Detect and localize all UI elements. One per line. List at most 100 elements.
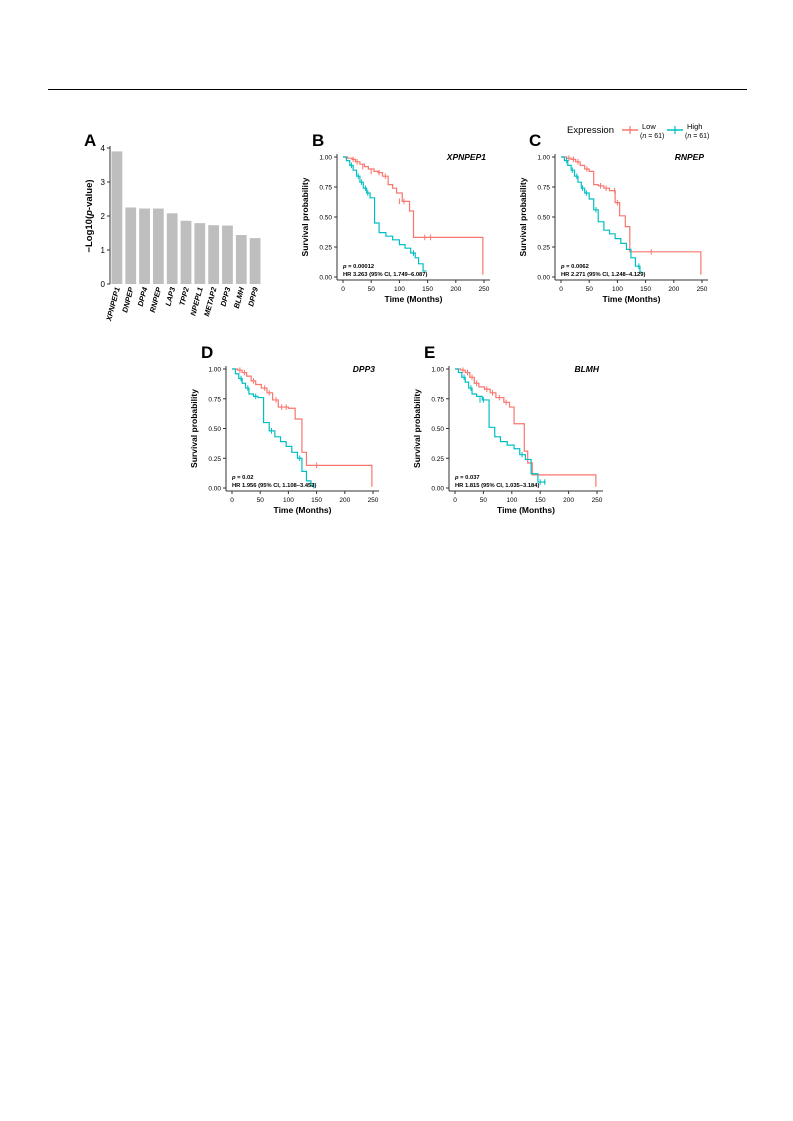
panel-d-x-tick-label: 0 <box>230 497 234 504</box>
panel-b-x-tick-label: 200 <box>450 286 461 293</box>
panel-a-y-tick-label: 3 <box>101 178 106 187</box>
panel-d-y-tick-label: 0.00 <box>208 486 221 493</box>
panel-c-x-tick-label: 150 <box>640 286 651 293</box>
panel-c-y-tick-label: 1.00 <box>537 155 550 162</box>
panel-d-x-axis-label: Time (Months) <box>274 505 332 515</box>
panel-a-bar <box>235 235 247 284</box>
legend-title: Expression <box>567 125 614 136</box>
panel-e-series-high-line <box>455 368 546 483</box>
panel-c-p-value: p = 0.0062 <box>560 264 589 270</box>
panel-e-p-number: = 0.037 <box>459 475 480 481</box>
panel-b-gene-title: XPNPEP1 <box>446 152 486 162</box>
panel-d-p-value: p = 0.02 <box>231 475 253 481</box>
legend-high-n: (n = 61) <box>685 133 709 140</box>
panel-c-x-tick-label: 250 <box>697 286 708 293</box>
panel-b-series-high-line <box>343 156 427 272</box>
panel-e-p-value: p = 0.037 <box>454 475 480 481</box>
panel-e-series-low-line <box>455 368 597 487</box>
panel-b-y-tick-label: 0.50 <box>319 215 332 222</box>
legend-low-n: (n = 61) <box>640 133 664 140</box>
panel-a-x-tick-label: XPNPEP1 <box>104 286 122 323</box>
panel-d-p-number: = 0.02 <box>236 475 254 481</box>
panel-c-hr-text: HR 2.271 (95% CI, 1.248–4.129) <box>561 272 645 278</box>
panel-a-y-tick-label: 2 <box>101 212 106 221</box>
panel-a-y-tick-label: 4 <box>101 144 106 153</box>
panel-d-x-tick-label: 100 <box>283 497 294 504</box>
panel-a-x-tick-label: LAP3 <box>163 285 177 307</box>
panel-c-x-tick-label: 50 <box>586 286 594 293</box>
panel-c-gene-title: RNPEP <box>675 152 705 162</box>
panel-d-series-low-line <box>232 368 373 487</box>
legend-low-n-rest: = 61) <box>646 133 664 140</box>
panel-c-p-label: p <box>560 264 565 270</box>
panel-a-bar <box>139 208 150 284</box>
panel-e-x-tick-label: 0 <box>453 497 457 504</box>
panel-b-p-number: = 0.00012 <box>347 264 375 270</box>
panel-d-y-tick-label: 1.00 <box>208 367 221 374</box>
panel-e-x-tick-label: 150 <box>535 497 546 504</box>
panel-b-x-tick-label: 150 <box>422 286 433 293</box>
panel-e-km-plot: 0.00 0.25 0.50 0.75 1.00 0 50 100 150 200 250 Time … <box>412 364 603 515</box>
panel-d-y-tick-label: 0.25 <box>208 456 221 463</box>
panel-e-hr-text: HR 1.815 (95% CI, 1.035–3.184) <box>455 483 539 489</box>
panel-a-x-tick-label: METAP2 <box>202 285 219 317</box>
panel-c-y-tick-label: 0.75 <box>537 185 550 192</box>
panel-b-km-plot: 0.00 0.25 0.50 0.75 1.00 0 50 100 150 200 250 Time … <box>300 152 490 304</box>
panel-a-y-tick-label: 1 <box>101 246 106 255</box>
panel-e-x-tick-label: 100 <box>506 497 517 504</box>
panel-a-bar <box>180 220 192 284</box>
panel-label-e: E <box>424 343 435 362</box>
panel-a-ylabel-pre: −Log10( <box>84 215 95 253</box>
legend-high-n-var: n <box>687 133 691 140</box>
panel-e-y-tick-label: 0.50 <box>431 426 444 433</box>
panel-b-hr-text: HR 3.263 (95% CI, 1.749–6.087) <box>343 272 427 278</box>
panel-e-y-axis-label: Survival probability <box>412 389 422 468</box>
legend-item-high: High (n = 61) <box>667 122 709 140</box>
panel-d-y-tick-label: 0.50 <box>208 426 221 433</box>
panel-a-y-axis-label: −Log10(p-value) <box>84 179 95 252</box>
panel-a-x-tick-label: RNPEP <box>148 285 164 313</box>
panel-label-b: B <box>312 131 324 150</box>
panel-a-bar <box>222 225 233 284</box>
panel-c-series-low-line <box>561 156 702 275</box>
panel-a-ylabel-p: p <box>84 210 95 217</box>
panel-b-p-label: p <box>342 264 347 270</box>
panel-c-x-axis-label: Time (Months) <box>603 294 661 304</box>
panel-label-c: C <box>529 131 541 150</box>
legend: Expression Low (n = 61) High (n = 61) <box>567 122 709 140</box>
panel-c-x-tick-label: 0 <box>559 286 563 293</box>
panel-b-y-tick-label: 0.25 <box>319 245 332 252</box>
panel-e-x-tick-label: 50 <box>480 497 488 504</box>
panel-a-x-tick-label: BLMH <box>232 286 246 310</box>
panel-d-km-plot: 0.00 0.25 0.50 0.75 1.00 0 50 100 150 200 250 Time … <box>189 364 379 515</box>
panel-a-x-tick-label: DNPEP <box>120 285 136 313</box>
panel-a-x-tick-label: DPP3 <box>219 285 233 307</box>
legend-low-label: Low <box>642 122 656 131</box>
panel-e-y-tick-label: 1.00 <box>431 367 444 374</box>
panel-d-x-tick-label: 50 <box>257 497 265 504</box>
panel-b-y-tick-label: 0.00 <box>319 275 332 282</box>
panel-d-x-tick-label: 200 <box>339 497 350 504</box>
panel-a-x-tick-label: TPP2 <box>177 285 191 306</box>
panel-e-y-tick-label: 0.00 <box>431 486 444 493</box>
panel-e-y-tick-label: 0.75 <box>431 396 444 403</box>
panel-b-y-axis-label: Survival probability <box>300 177 310 256</box>
panel-label-d: D <box>201 343 213 362</box>
panel-d-hr-text: HR 1.956 (95% CI, 1.108–3.453) <box>232 483 316 489</box>
panel-c-y-tick-label: 0.50 <box>537 215 550 222</box>
panel-c-km-plot: 0.00 0.25 0.50 0.75 1.00 0 50 100 150 200 250 Time … <box>518 152 708 304</box>
panel-a-bar <box>194 223 206 284</box>
panel-a-x-tick-label: DPP9 <box>246 285 260 307</box>
panel-c-x-tick-label: 100 <box>612 286 623 293</box>
panel-a-bar <box>166 213 178 284</box>
panel-a-bar <box>152 208 164 284</box>
panel-e-x-axis-label: Time (Months) <box>497 505 555 515</box>
panel-e-p-label: p <box>454 475 459 481</box>
panel-b-x-tick-label: 50 <box>368 286 376 293</box>
panel-c-y-tick-label: 0.00 <box>537 275 550 282</box>
legend-low-n-var: n <box>642 133 646 140</box>
panel-d-x-tick-label: 250 <box>368 497 379 504</box>
panel-c-x-tick-label: 200 <box>668 286 679 293</box>
